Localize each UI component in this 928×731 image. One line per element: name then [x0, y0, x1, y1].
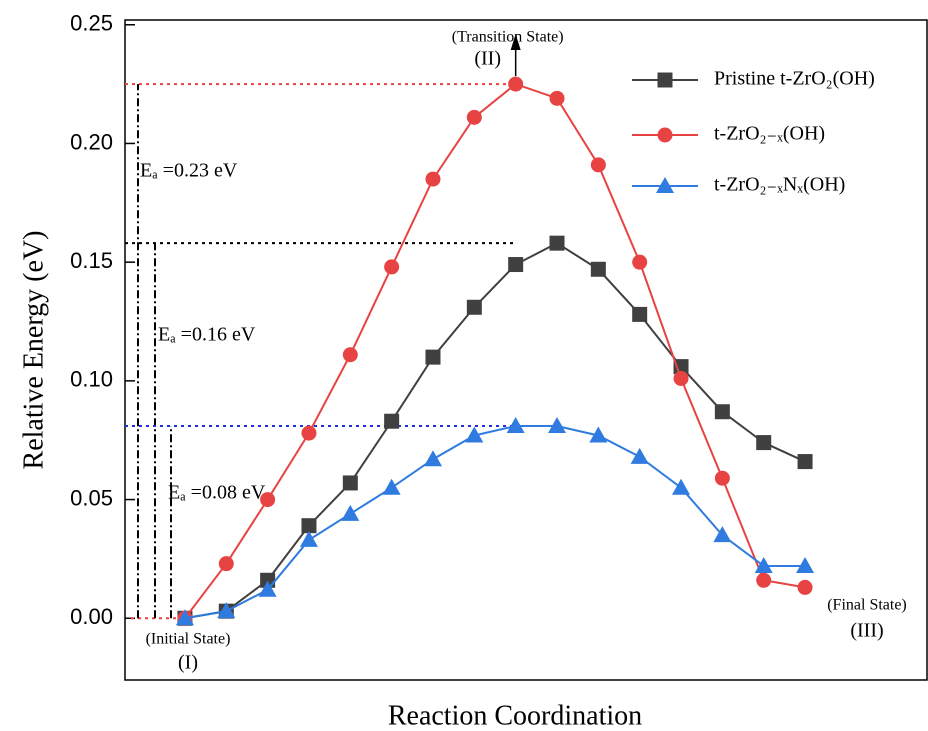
annotation: (Initial State): [146, 631, 231, 648]
legend-marker: [657, 127, 673, 143]
marker: [384, 413, 400, 429]
annotation: (I): [178, 652, 198, 674]
legend-label: Pristine t-ZrO₂(OH): [714, 68, 875, 90]
y-tick-label: 0.00: [70, 604, 113, 629]
marker: [672, 478, 691, 495]
marker: [342, 347, 358, 363]
y-axis-label: Relative Energy (eV): [18, 231, 49, 470]
marker: [548, 416, 567, 433]
marker: [342, 475, 358, 491]
marker: [673, 370, 689, 386]
annotation: (Transition State): [452, 29, 564, 46]
marker: [466, 109, 482, 125]
marker: [341, 504, 360, 521]
marker: [258, 580, 277, 597]
y-tick-label: 0.25: [70, 11, 113, 36]
marker: [299, 530, 318, 547]
marker: [423, 450, 442, 467]
marker: [713, 526, 732, 543]
legend-marker: [657, 72, 673, 88]
marker: [384, 259, 400, 275]
plot-frame: [124, 19, 928, 681]
marker: [425, 171, 441, 187]
marker: [589, 426, 608, 443]
marker: [465, 426, 484, 443]
y-tick-label: 0.15: [70, 248, 113, 273]
y-tick-label: 0.20: [70, 129, 113, 154]
series-line: [184, 424, 806, 620]
marker: [218, 556, 234, 572]
marker: [382, 478, 401, 495]
barrier-label: Eₐ =0.23 eV: [140, 160, 238, 182]
marker: [549, 235, 565, 251]
marker: [425, 349, 441, 365]
marker: [508, 76, 524, 92]
y-tick-label: 0.10: [70, 367, 113, 392]
barrier-label: Eₐ =0.08 eV: [168, 482, 266, 504]
marker: [301, 425, 317, 441]
series-line: [184, 242, 806, 620]
marker: [796, 557, 815, 574]
annotation: (Final State): [827, 597, 907, 614]
legend-label: t-ZrO₂₋ₓ(OH): [714, 123, 825, 145]
marker: [590, 261, 606, 277]
marker: [301, 518, 317, 534]
marker: [714, 404, 730, 420]
marker: [175, 609, 194, 626]
marker: [217, 602, 236, 619]
marker: [797, 579, 813, 595]
marker: [508, 257, 524, 273]
marker: [466, 299, 482, 315]
marker: [590, 157, 606, 173]
marker: [754, 557, 773, 574]
ts-arrowhead: [510, 34, 521, 50]
marker: [630, 447, 649, 464]
marker: [632, 254, 648, 270]
marker: [756, 572, 772, 588]
marker: [797, 454, 813, 470]
marker: [506, 416, 525, 433]
marker: [260, 492, 276, 508]
y-tick-label: 0.05: [70, 485, 113, 510]
x-axis-label: Reaction Coordination: [388, 700, 642, 731]
annotation: (III): [850, 620, 883, 642]
barrier-label: Eₐ =0.16 eV: [158, 324, 256, 346]
marker: [756, 435, 772, 451]
marker: [714, 470, 730, 486]
legend-label: t-ZrO₂₋ₓNₓ(OH): [714, 174, 845, 196]
marker: [549, 90, 565, 106]
annotation: (II): [474, 48, 501, 70]
series-line: [184, 82, 806, 619]
marker: [632, 306, 648, 322]
legend-marker: [656, 177, 674, 193]
